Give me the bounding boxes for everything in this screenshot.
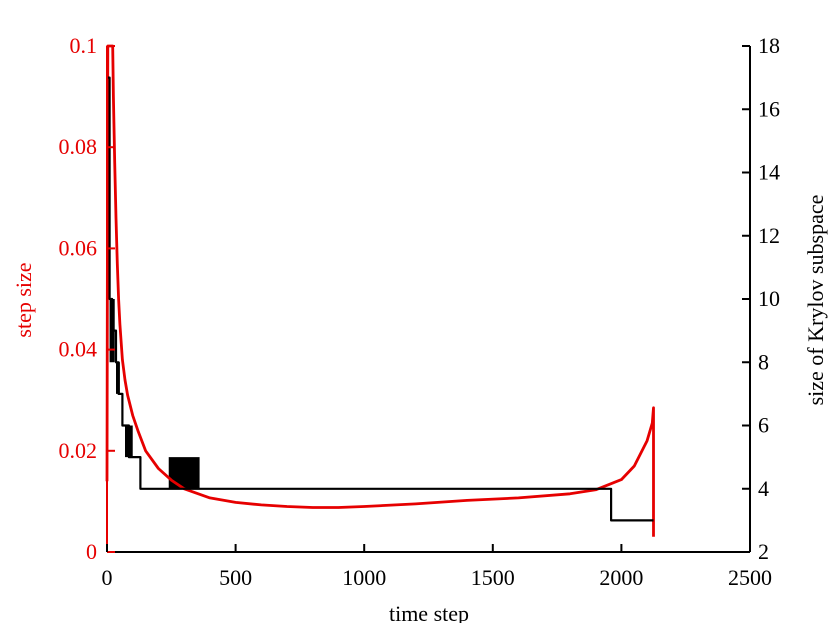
krylov-size-line (107, 76, 654, 522)
y2-tick-label: 8 (758, 349, 769, 374)
y2-tick-label: 12 (758, 223, 780, 248)
axes (106, 45, 751, 553)
y2-tick-label: 18 (758, 33, 780, 58)
y-tick-label: 0.1 (70, 33, 98, 58)
y-axis-title: step size (11, 262, 36, 337)
x-axis-title: time step (389, 601, 469, 623)
y2-tick-label: 2 (758, 539, 769, 564)
x-tick-label: 500 (219, 565, 252, 590)
tick-labels: 0 0.02 0.04 0.06 0.08 0.1 2 4 6 8 10 12 14 16 18 0 500 10… (59, 33, 781, 590)
y-tick-label: 0.02 (59, 438, 98, 463)
x-tick-label: 0 (102, 565, 113, 590)
y-tick-label: 0.06 (59, 235, 98, 260)
x-tick-label: 1000 (342, 565, 386, 590)
y2-tick-label: 14 (758, 160, 780, 185)
krylov-band-3 (168, 457, 200, 489)
y2-tick-label: 4 (758, 476, 769, 501)
y2-tick-label: 6 (758, 413, 769, 438)
plot-marks (105, 44, 655, 537)
y-tick-label: 0 (86, 539, 97, 564)
y2-axis-title: size of Krylov subspace (803, 195, 828, 406)
x-tick-label: 2500 (728, 565, 772, 590)
y-tick-label: 0.04 (59, 337, 98, 362)
x-tick-label: 2000 (599, 565, 643, 590)
y-tick-label: 0.08 (59, 134, 98, 159)
y2-tick-label: 16 (758, 96, 780, 121)
y2-tick-label: 10 (758, 286, 780, 311)
x-tick-label: 1500 (471, 565, 515, 590)
